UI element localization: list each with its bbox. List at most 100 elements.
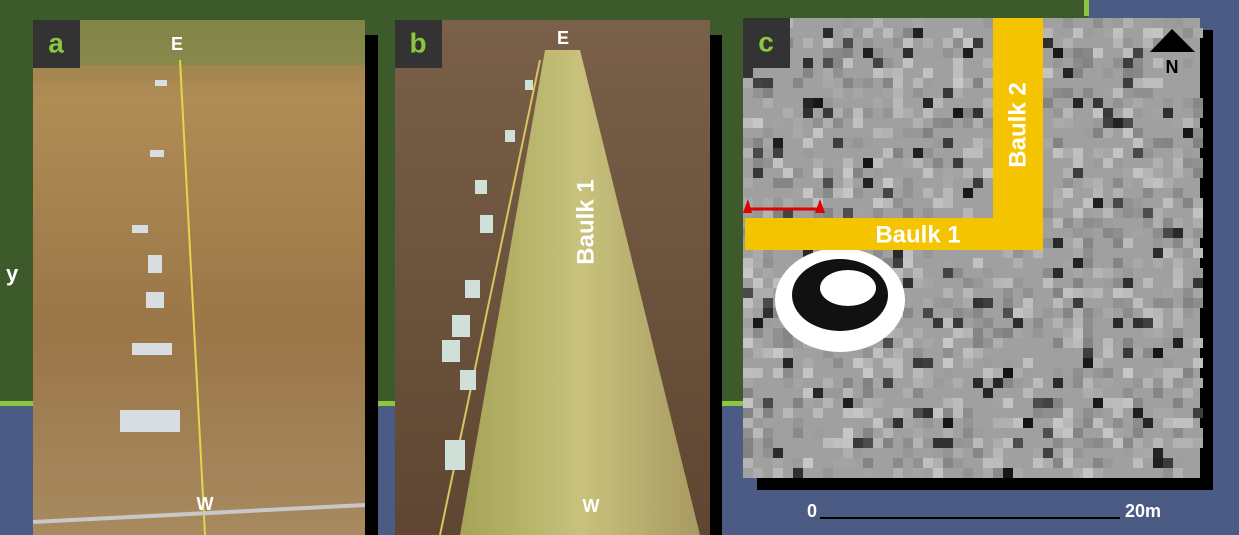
noise-cell [1073,228,1083,238]
noise-cell [763,428,773,438]
noise-cell [943,258,953,268]
noise-cell [1173,118,1183,128]
noise-cell [1113,398,1123,408]
noise-cell [1103,368,1113,378]
noise-cell [1173,278,1183,288]
noise-cell [1123,348,1133,358]
noise-cell [973,78,983,88]
noise-cell [1143,138,1153,148]
noise-cell [1073,248,1083,258]
noise-cell [943,118,953,128]
noise-cell [863,368,873,378]
noise-cell [1143,318,1153,328]
noise-cell [843,58,853,68]
noise-cell [1173,438,1183,448]
noise-cell [953,28,963,38]
noise-cell [933,468,943,478]
noise-cell [1073,298,1083,308]
noise-cell [763,198,773,208]
noise-cell [803,188,813,198]
noise-cell [913,278,923,288]
noise-cell [1103,438,1113,448]
noise-cell [743,438,753,448]
noise-cell [1113,88,1123,98]
noise-cell [993,338,1003,348]
noise-cell [913,348,923,358]
noise-cell [883,88,893,98]
noise-cell [1133,438,1143,448]
noise-cell [1133,448,1143,458]
noise-cell [943,458,953,468]
noise-cell [1133,428,1143,438]
noise-cell [793,378,803,388]
noise-cell [1173,218,1183,228]
noise-cell [1123,238,1133,248]
noise-cell [1193,138,1203,148]
noise-cell [923,438,933,448]
noise-cell [1153,78,1163,88]
noise-cell [913,468,923,478]
noise-cell [1083,378,1093,388]
noise-cell [753,318,763,328]
noise-cell [1103,268,1113,278]
noise-cell [943,338,953,348]
noise-cell [1073,208,1083,218]
noise-cell [1123,208,1133,218]
noise-cell [983,338,993,348]
noise-cell [1113,298,1123,308]
noise-cell [843,388,853,398]
noise-cell [1083,178,1093,188]
noise-cell [893,468,903,478]
noise-cell [773,198,783,208]
noise-cell [913,18,923,28]
noise-cell [1143,78,1153,88]
noise-cell [873,158,883,168]
noise-cell [983,368,993,378]
noise-cell [753,88,763,98]
noise-cell [953,78,963,88]
noise-cell [1143,148,1153,158]
noise-cell [743,418,753,428]
noise-cell [1193,338,1203,348]
noise-cell [903,108,913,118]
noise-cell [783,368,793,378]
noise-cell [1063,458,1073,468]
noise-cell [933,318,943,328]
noise-cell [853,448,863,458]
noise-cell [833,138,843,148]
noise-cell [1143,188,1153,198]
noise-cell [763,288,773,298]
noise-cell [1053,58,1063,68]
noise-cell [1123,288,1133,298]
photo [33,20,365,535]
noise-cell [1133,458,1143,468]
noise-cell [1053,118,1063,128]
noise-cell [923,68,933,78]
noise-cell [743,288,753,298]
noise-cell [1163,408,1173,418]
noise-cell [953,268,963,278]
noise-cell [943,398,953,408]
noise-cell [753,348,763,358]
noise-cell [1023,298,1033,308]
noise-cell [743,118,753,128]
noise-cell [783,448,793,458]
noise-cell [1083,318,1093,328]
noise-cell [833,78,843,88]
noise-cell [1123,278,1133,288]
noise-cell [813,388,823,398]
noise-cell [1043,408,1053,418]
noise-cell [1143,278,1153,288]
noise-cell [983,58,993,68]
noise-cell [1073,468,1083,478]
noise-cell [1163,218,1173,228]
noise-cell [863,458,873,468]
noise-cell [1113,408,1123,418]
noise-cell [1053,368,1063,378]
noise-cell [893,38,903,48]
noise-cell [1053,288,1063,298]
noise-cell [973,438,983,448]
noise-cell [1153,298,1163,308]
noise-cell [973,148,983,158]
noise-cell [1113,118,1123,128]
